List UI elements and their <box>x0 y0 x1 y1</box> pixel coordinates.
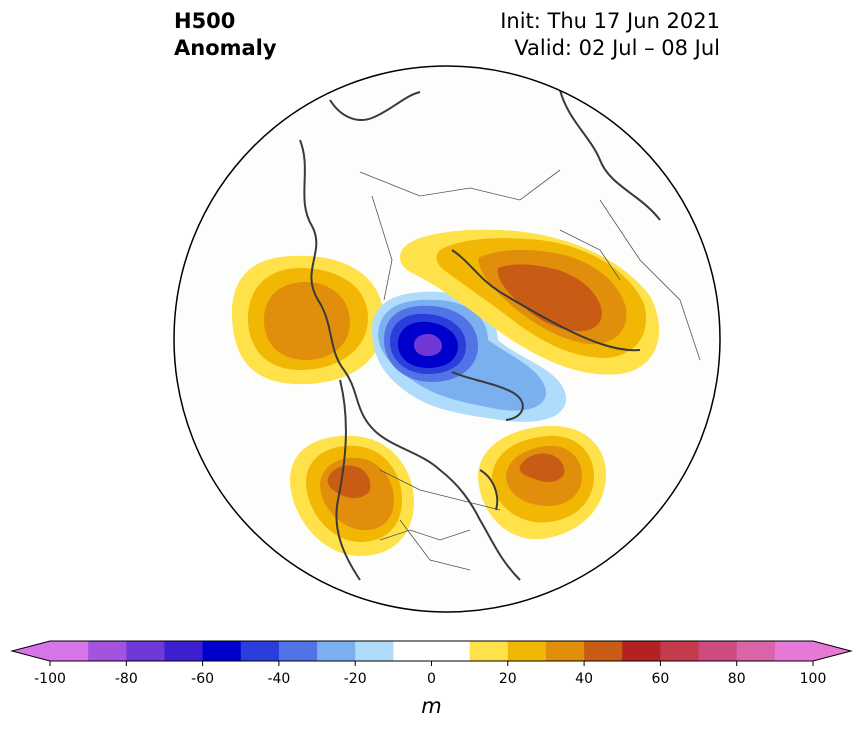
polar-map <box>173 65 721 613</box>
colorbar-tick-label: 20 <box>499 671 517 687</box>
colorbar-ticks: -100 -80 -60 -40 -20 0 20 40 60 80 100 <box>34 661 826 687</box>
colorbar-segment <box>622 641 661 661</box>
colorbar-extend-over <box>813 641 851 661</box>
anomaly-nw-usa <box>290 435 414 556</box>
colorbar-tick-label: -20 <box>344 671 367 687</box>
colorbar-extend-under <box>12 641 50 661</box>
variable-title: H500 <box>174 9 236 33</box>
colorbar-segment <box>355 641 394 661</box>
coastlines <box>299 89 661 581</box>
colorbar-tick-label: 60 <box>651 671 669 687</box>
colorbar-segment <box>50 641 89 661</box>
anomaly-gulf-of-alaska <box>231 255 385 385</box>
colorbar-segment <box>774 641 814 661</box>
anomaly-europe <box>400 229 660 375</box>
init-date: Init: Thu 17 Jun 2021 <box>500 9 720 33</box>
colorbar-segment <box>240 641 280 661</box>
colorbar-tick-label: 100 <box>800 671 827 687</box>
title-block-right: Init: Thu 17 Jun 2021 Valid: 02 Jul – 08… <box>500 8 720 62</box>
colorbar-tick-label: 0 <box>427 671 436 687</box>
colorbar-segment <box>507 641 547 661</box>
colorbar-segment <box>164 641 204 661</box>
colorbar-tick-label: -100 <box>34 671 66 687</box>
colorbar-segment <box>698 641 738 661</box>
colorbar-tick-label: -80 <box>115 671 138 687</box>
colorbar-segments <box>50 641 814 661</box>
colorbar-tick-label: -40 <box>267 671 290 687</box>
colorbar-tick-label: 40 <box>575 671 593 687</box>
variable-subtitle: Anomaly <box>174 36 277 60</box>
valid-range: Valid: 02 Jul – 08 Jul <box>514 36 720 60</box>
colorbar-segment <box>584 641 623 661</box>
anomaly-nw-atlantic <box>478 425 606 540</box>
colorbar-segment <box>660 641 700 661</box>
colorbar-segment <box>736 641 776 661</box>
colorbar-segment <box>317 641 356 661</box>
colorbar: -100 -80 -60 -40 -20 0 20 40 60 80 100 <box>10 640 853 687</box>
colorbar-segment <box>393 641 471 661</box>
colorbar-segment <box>126 641 165 661</box>
map-boundary <box>173 65 721 613</box>
title-block-left: H500 Anomaly <box>174 8 277 62</box>
colorbar-segment <box>545 641 585 661</box>
colorbar-tick-label: -60 <box>191 671 214 687</box>
colorbar-segment <box>278 641 318 661</box>
country-borders <box>359 169 701 571</box>
colorbar-unit: m <box>421 694 442 718</box>
colorbar-segment <box>88 641 127 661</box>
map-disc <box>174 66 720 612</box>
colorbar-tick-label: 80 <box>728 671 746 687</box>
colorbar-segment <box>469 641 509 661</box>
colorbar-segment <box>202 641 242 661</box>
anomaly-arctic-low <box>372 291 567 422</box>
